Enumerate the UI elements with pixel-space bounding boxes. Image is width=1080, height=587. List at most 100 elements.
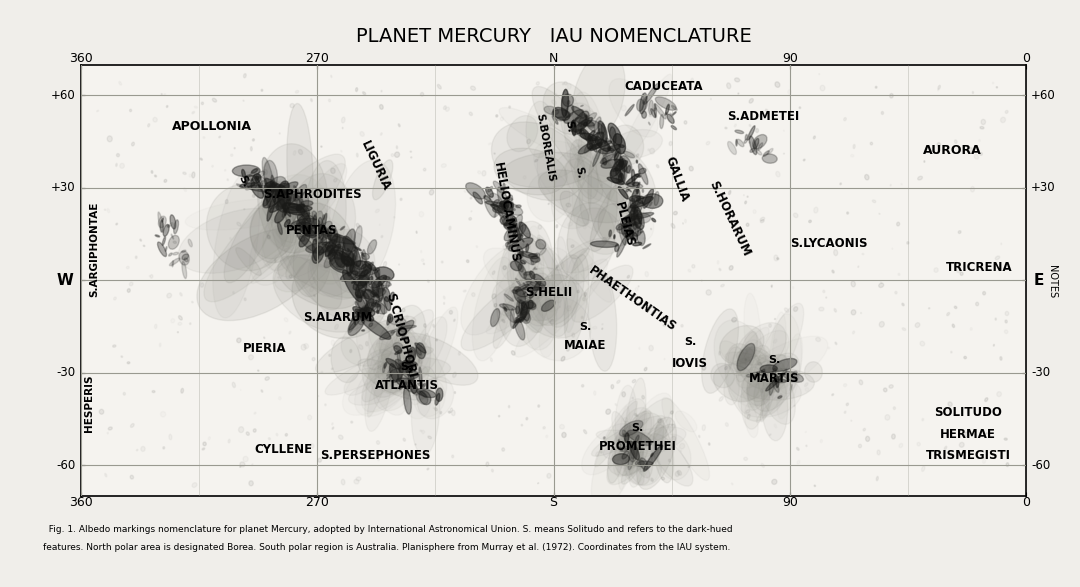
Ellipse shape (893, 407, 895, 410)
Ellipse shape (657, 434, 691, 480)
Ellipse shape (271, 183, 291, 194)
Ellipse shape (312, 239, 319, 261)
Ellipse shape (342, 229, 355, 259)
Ellipse shape (333, 193, 335, 196)
Ellipse shape (564, 254, 589, 346)
Ellipse shape (633, 197, 642, 210)
Ellipse shape (409, 380, 415, 384)
Text: PHAETHONTIAS: PHAETHONTIAS (586, 264, 678, 334)
Ellipse shape (274, 188, 291, 217)
Ellipse shape (632, 429, 652, 478)
Ellipse shape (367, 335, 393, 370)
Ellipse shape (772, 480, 777, 484)
Ellipse shape (369, 323, 373, 326)
Ellipse shape (355, 267, 360, 278)
Ellipse shape (889, 384, 893, 388)
Ellipse shape (550, 123, 552, 126)
Ellipse shape (635, 413, 636, 416)
Ellipse shape (745, 134, 747, 140)
Ellipse shape (986, 433, 987, 434)
Ellipse shape (264, 183, 275, 206)
Ellipse shape (499, 416, 500, 417)
Ellipse shape (144, 245, 145, 247)
Ellipse shape (435, 393, 440, 405)
Ellipse shape (488, 187, 492, 192)
Ellipse shape (623, 447, 626, 450)
Ellipse shape (746, 223, 748, 227)
Ellipse shape (239, 427, 244, 433)
Ellipse shape (541, 300, 555, 311)
Ellipse shape (349, 309, 360, 333)
Ellipse shape (572, 333, 575, 337)
Ellipse shape (692, 265, 694, 268)
Ellipse shape (804, 159, 805, 161)
Ellipse shape (996, 87, 998, 88)
Ellipse shape (400, 386, 404, 390)
Ellipse shape (402, 336, 407, 340)
Ellipse shape (728, 141, 737, 154)
Ellipse shape (387, 366, 394, 376)
Text: Fig. 1. Albedo markings nomenclature for planet Mercury, adopted by Internationa: Fig. 1. Albedo markings nomenclature for… (43, 525, 733, 534)
Ellipse shape (766, 153, 767, 154)
Ellipse shape (588, 151, 618, 240)
Ellipse shape (336, 247, 343, 251)
Ellipse shape (589, 148, 592, 151)
Ellipse shape (637, 461, 653, 465)
Ellipse shape (410, 375, 419, 379)
Ellipse shape (502, 195, 513, 210)
Ellipse shape (251, 179, 253, 181)
Ellipse shape (879, 283, 883, 288)
Ellipse shape (381, 345, 420, 369)
Ellipse shape (907, 242, 909, 244)
Ellipse shape (944, 446, 947, 450)
Ellipse shape (517, 246, 524, 258)
Ellipse shape (274, 245, 333, 292)
Ellipse shape (635, 435, 639, 442)
Ellipse shape (345, 368, 377, 395)
Ellipse shape (357, 264, 372, 289)
Ellipse shape (741, 367, 765, 429)
Ellipse shape (662, 397, 710, 480)
Ellipse shape (624, 433, 629, 443)
Ellipse shape (99, 409, 104, 414)
Ellipse shape (527, 281, 544, 291)
Ellipse shape (630, 207, 635, 218)
Text: S.: S. (768, 355, 780, 366)
Ellipse shape (719, 268, 721, 271)
Ellipse shape (342, 249, 343, 253)
Ellipse shape (719, 326, 764, 364)
Ellipse shape (516, 233, 568, 336)
Ellipse shape (356, 312, 364, 325)
Ellipse shape (552, 116, 558, 124)
Ellipse shape (583, 430, 586, 434)
Ellipse shape (428, 280, 429, 282)
Ellipse shape (552, 110, 570, 118)
Ellipse shape (636, 182, 640, 192)
Ellipse shape (319, 239, 335, 255)
Ellipse shape (651, 453, 653, 457)
Ellipse shape (702, 309, 739, 393)
Ellipse shape (719, 396, 724, 401)
Ellipse shape (285, 434, 287, 436)
Ellipse shape (350, 349, 352, 353)
Ellipse shape (296, 204, 305, 210)
Ellipse shape (376, 298, 382, 302)
Ellipse shape (173, 252, 178, 255)
Ellipse shape (859, 444, 862, 448)
Ellipse shape (347, 252, 354, 276)
Ellipse shape (396, 146, 397, 149)
Ellipse shape (123, 393, 125, 395)
Ellipse shape (511, 214, 517, 222)
Ellipse shape (325, 245, 333, 256)
Ellipse shape (725, 352, 778, 373)
Ellipse shape (611, 433, 643, 469)
Ellipse shape (843, 117, 847, 121)
Ellipse shape (767, 149, 773, 154)
Ellipse shape (265, 183, 270, 191)
Ellipse shape (737, 330, 788, 388)
Text: -60: -60 (1031, 458, 1051, 472)
Ellipse shape (262, 183, 289, 208)
Ellipse shape (394, 346, 402, 353)
Ellipse shape (261, 390, 262, 392)
Ellipse shape (279, 191, 281, 193)
